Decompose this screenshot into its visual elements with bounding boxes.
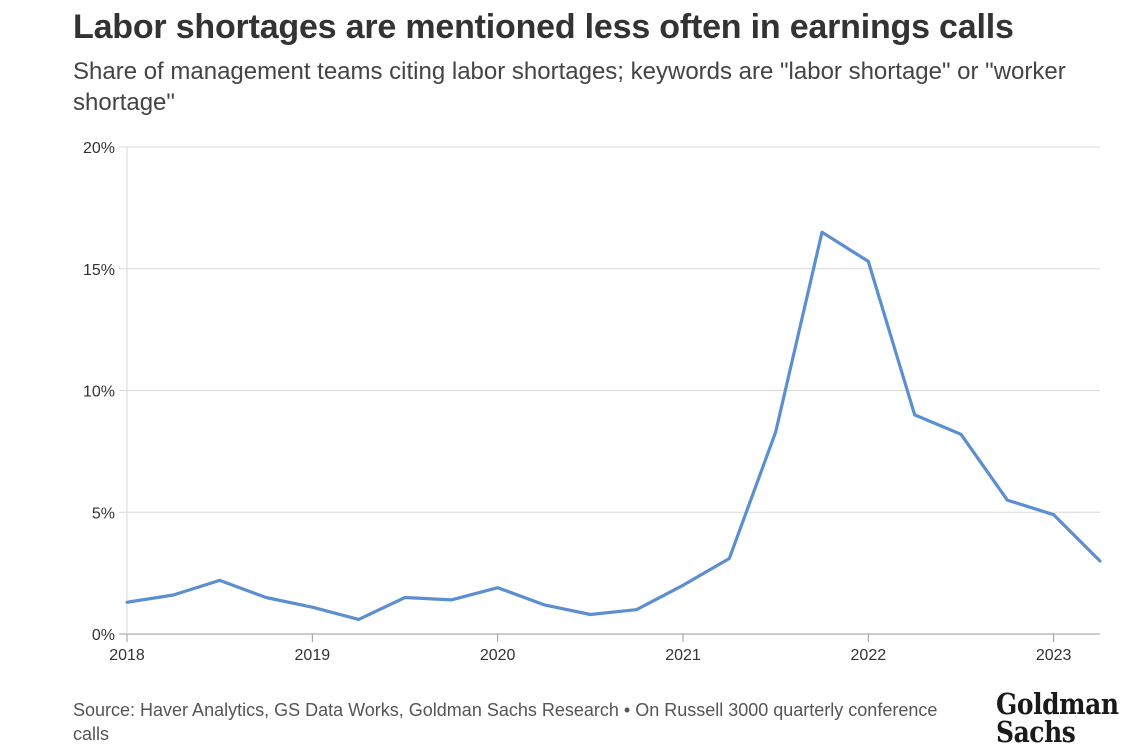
goldman-sachs-logo: Goldman Sachs <box>996 687 1119 749</box>
x-tick-label: 2020 <box>480 647 516 664</box>
y-axis: 0% 5% 10% 15% 20% <box>83 140 115 644</box>
y-tick-label: 0% <box>92 627 115 644</box>
x-tick-label: 2019 <box>295 647 331 664</box>
x-tick-label: 2023 <box>1036 647 1072 664</box>
x-tick-label: 2021 <box>665 647 701 664</box>
y-tick-label: 10% <box>83 384 115 401</box>
y-tick-label: 20% <box>83 140 115 157</box>
gridlines <box>119 146 1100 635</box>
chart-subtitle: Share of management teams citing labor s… <box>73 58 1066 116</box>
logo-line-1: Goldman <box>996 687 1119 721</box>
chart-title: Labor shortages are mentioned less often… <box>73 8 1014 46</box>
x-axis: 2018 2019 2020 2021 2022 2023 <box>109 634 1072 664</box>
x-tick-label: 2022 <box>851 647 887 664</box>
logo-line-2: Sachs <box>996 715 1076 749</box>
line-chart: 0% 5% 10% 15% 20% 2018 2019 2020 2021 2022 2023 <box>83 140 1102 664</box>
series-group <box>125 230 1102 622</box>
x-tick-label: 2018 <box>109 647 145 664</box>
y-tick-label: 15% <box>83 262 115 279</box>
source-note: Source: Haver Analytics, GS Data Works, … <box>73 700 938 744</box>
series-line <box>125 230 1102 622</box>
y-tick-label: 5% <box>92 505 115 522</box>
